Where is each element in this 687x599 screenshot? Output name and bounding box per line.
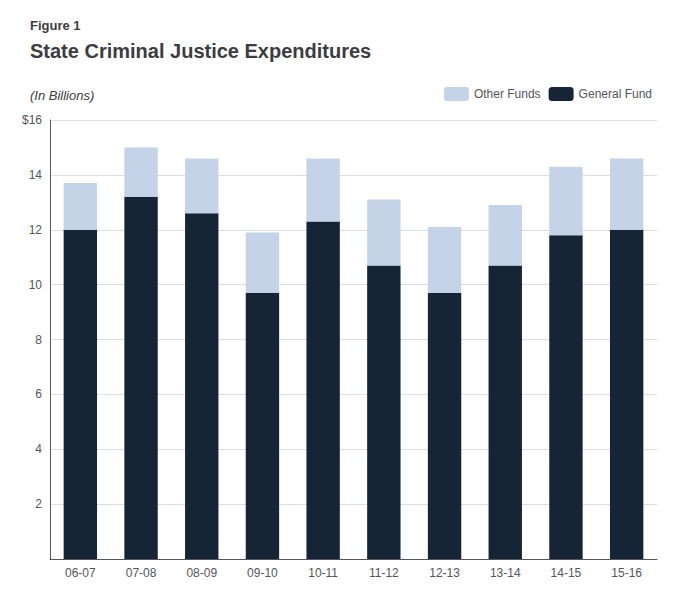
svg-text:13-14: 13-14	[490, 566, 521, 580]
svg-text:14-15: 14-15	[551, 566, 582, 580]
svg-text:$16: $16	[22, 113, 42, 127]
svg-text:10-11: 10-11	[308, 566, 338, 580]
svg-text:2: 2	[35, 497, 42, 511]
svg-text:6: 6	[35, 387, 42, 401]
svg-text:11-12: 11-12	[369, 566, 399, 580]
svg-text:4: 4	[35, 442, 42, 456]
svg-text:14: 14	[29, 168, 43, 182]
svg-text:07-08: 07-08	[126, 566, 157, 580]
svg-text:Figure 1: Figure 1	[30, 18, 81, 33]
svg-text:10: 10	[29, 278, 43, 292]
svg-text:State Criminal Justice Expendi: State Criminal Justice Expenditures	[30, 40, 371, 62]
svg-text:8: 8	[35, 333, 42, 347]
svg-text:General Fund: General Fund	[579, 87, 652, 101]
svg-text:09-10: 09-10	[247, 566, 278, 580]
svg-text:12-13: 12-13	[429, 566, 460, 580]
svg-text:15-16: 15-16	[611, 566, 642, 580]
svg-text:Other Funds: Other Funds	[474, 87, 541, 101]
svg-text:12: 12	[29, 223, 43, 237]
svg-text:08-09: 08-09	[186, 566, 217, 580]
svg-text:06-07: 06-07	[65, 566, 96, 580]
svg-text:(In Billions): (In Billions)	[30, 88, 94, 103]
